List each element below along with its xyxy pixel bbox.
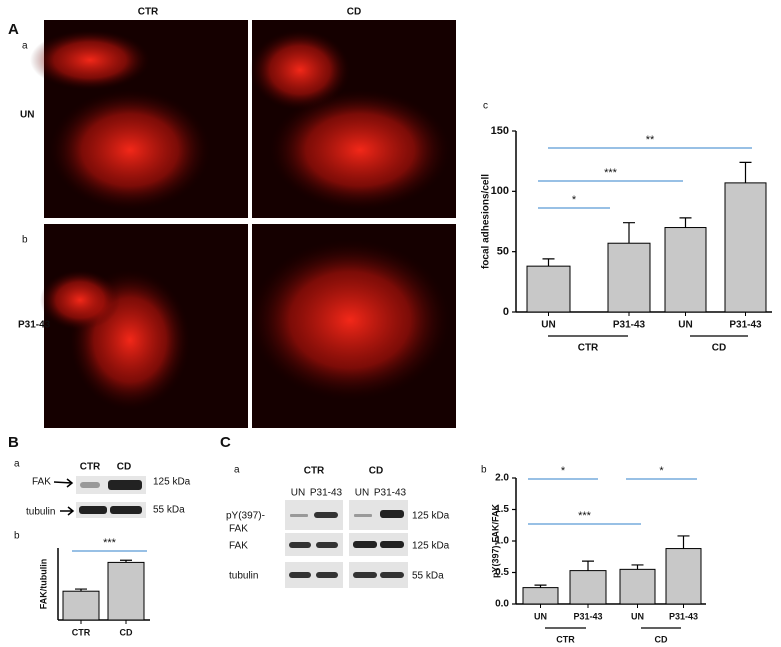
group-label: CTR bbox=[556, 634, 575, 644]
significance-label: *** bbox=[604, 167, 618, 179]
y-tick-label: 0 bbox=[503, 306, 509, 318]
bar bbox=[619, 568, 656, 605]
sub-label: a bbox=[14, 459, 20, 470]
sub-label: a bbox=[234, 465, 240, 476]
panel-label: b bbox=[14, 531, 20, 542]
significance-label: *** bbox=[103, 537, 117, 549]
blots bbox=[285, 500, 408, 588]
bar bbox=[526, 265, 571, 313]
y-tick-label: 1.5 bbox=[495, 504, 509, 515]
y-tick-label: 100 bbox=[491, 185, 509, 197]
significance-label: * bbox=[561, 465, 566, 477]
x-tick-label: P31-43 bbox=[573, 611, 602, 621]
bar bbox=[62, 590, 100, 621]
error-bar bbox=[120, 559, 132, 563]
error-bar bbox=[542, 258, 555, 267]
y-tick-label: 0.5 bbox=[495, 567, 509, 578]
significance-label: * bbox=[572, 194, 577, 206]
kda-label: 55 kDa bbox=[412, 571, 444, 582]
lane-label: UN bbox=[355, 488, 369, 499]
bar bbox=[664, 227, 707, 313]
lane-label: P31-43 bbox=[374, 488, 407, 499]
x-tick-label: UN bbox=[678, 320, 692, 331]
significance-label: *** bbox=[578, 510, 592, 522]
sub-label: a bbox=[22, 41, 28, 52]
arrow bbox=[60, 506, 75, 516]
blot-label: FAK bbox=[32, 477, 51, 488]
y-axis-label: FAK/tubulin bbox=[38, 559, 48, 610]
panel-label: b bbox=[481, 465, 487, 476]
bar bbox=[665, 548, 702, 605]
kda-label: 125 kDa bbox=[412, 541, 450, 552]
x-tick-label: P31-43 bbox=[613, 320, 646, 331]
group-label: CD bbox=[655, 634, 668, 644]
bar bbox=[724, 182, 767, 313]
y-tick-label: 1.0 bbox=[495, 536, 509, 547]
error-bar bbox=[582, 560, 594, 571]
column-label: CTR bbox=[138, 7, 159, 18]
lane-label: CTR bbox=[80, 462, 101, 473]
x-tick-label: P31-43 bbox=[669, 611, 698, 621]
error-bar bbox=[677, 535, 690, 549]
row-label: P31-43 bbox=[18, 320, 51, 331]
x-tick-label: UN bbox=[534, 611, 547, 621]
panel-label: A bbox=[8, 21, 19, 38]
bar bbox=[522, 587, 559, 605]
y-tick-label: 150 bbox=[491, 125, 509, 137]
x-tick-label: CTR bbox=[72, 627, 91, 637]
x-tick-label: CD bbox=[120, 627, 133, 637]
lane-label: UN bbox=[291, 488, 305, 499]
panel-label: c bbox=[483, 101, 488, 112]
band bbox=[108, 480, 142, 490]
lane-label: P31-43 bbox=[310, 488, 343, 499]
x-tick-label: UN bbox=[541, 320, 555, 331]
error-bar bbox=[75, 588, 87, 592]
group-label: CD bbox=[712, 343, 726, 354]
panel-label: B bbox=[8, 434, 19, 451]
row-label: UN bbox=[20, 110, 34, 121]
group-label: CTR bbox=[578, 343, 599, 354]
kda-label: 55 kDa bbox=[153, 505, 185, 516]
arrow bbox=[53, 478, 74, 488]
blot-label: FAK bbox=[229, 524, 248, 535]
band bbox=[79, 506, 107, 514]
micrographs bbox=[30, 20, 456, 428]
sub-label: b bbox=[22, 235, 28, 246]
significance-label: * bbox=[659, 465, 664, 477]
error-bar bbox=[623, 222, 635, 244]
band bbox=[80, 482, 100, 488]
error-bar bbox=[631, 564, 644, 570]
error-bar bbox=[679, 217, 692, 228]
y-tick-label: 50 bbox=[497, 246, 509, 258]
x-tick-label: UN bbox=[631, 611, 644, 621]
panel-label: C bbox=[220, 434, 231, 451]
blot-label: pY(397)- bbox=[226, 511, 265, 522]
kda-label: 125 kDa bbox=[412, 511, 450, 522]
band bbox=[110, 506, 142, 514]
significance-label: ** bbox=[646, 134, 655, 146]
bar bbox=[569, 570, 607, 605]
bar bbox=[107, 561, 145, 621]
x-tick-label: P31-43 bbox=[729, 320, 762, 331]
kda-label: 125 kDa bbox=[153, 477, 191, 488]
blot-label: FAK bbox=[229, 541, 248, 552]
y-tick-label: 2.0 bbox=[495, 473, 509, 484]
error-bar bbox=[534, 584, 547, 588]
lane-label: CD bbox=[117, 462, 131, 473]
group-label: CD bbox=[369, 466, 383, 477]
bar bbox=[607, 242, 651, 313]
blot-label: tubulin bbox=[26, 507, 55, 518]
column-label: CD bbox=[347, 7, 361, 18]
y-axis-label: focal adhesions/cell bbox=[481, 174, 492, 269]
group-label: CTR bbox=[304, 466, 325, 477]
error-bar bbox=[739, 161, 752, 183]
y-tick-label: 0.0 bbox=[495, 599, 509, 610]
y-axis-label: pY(397)-FAK/FAK bbox=[490, 503, 500, 578]
blot-label: tubulin bbox=[229, 571, 258, 582]
